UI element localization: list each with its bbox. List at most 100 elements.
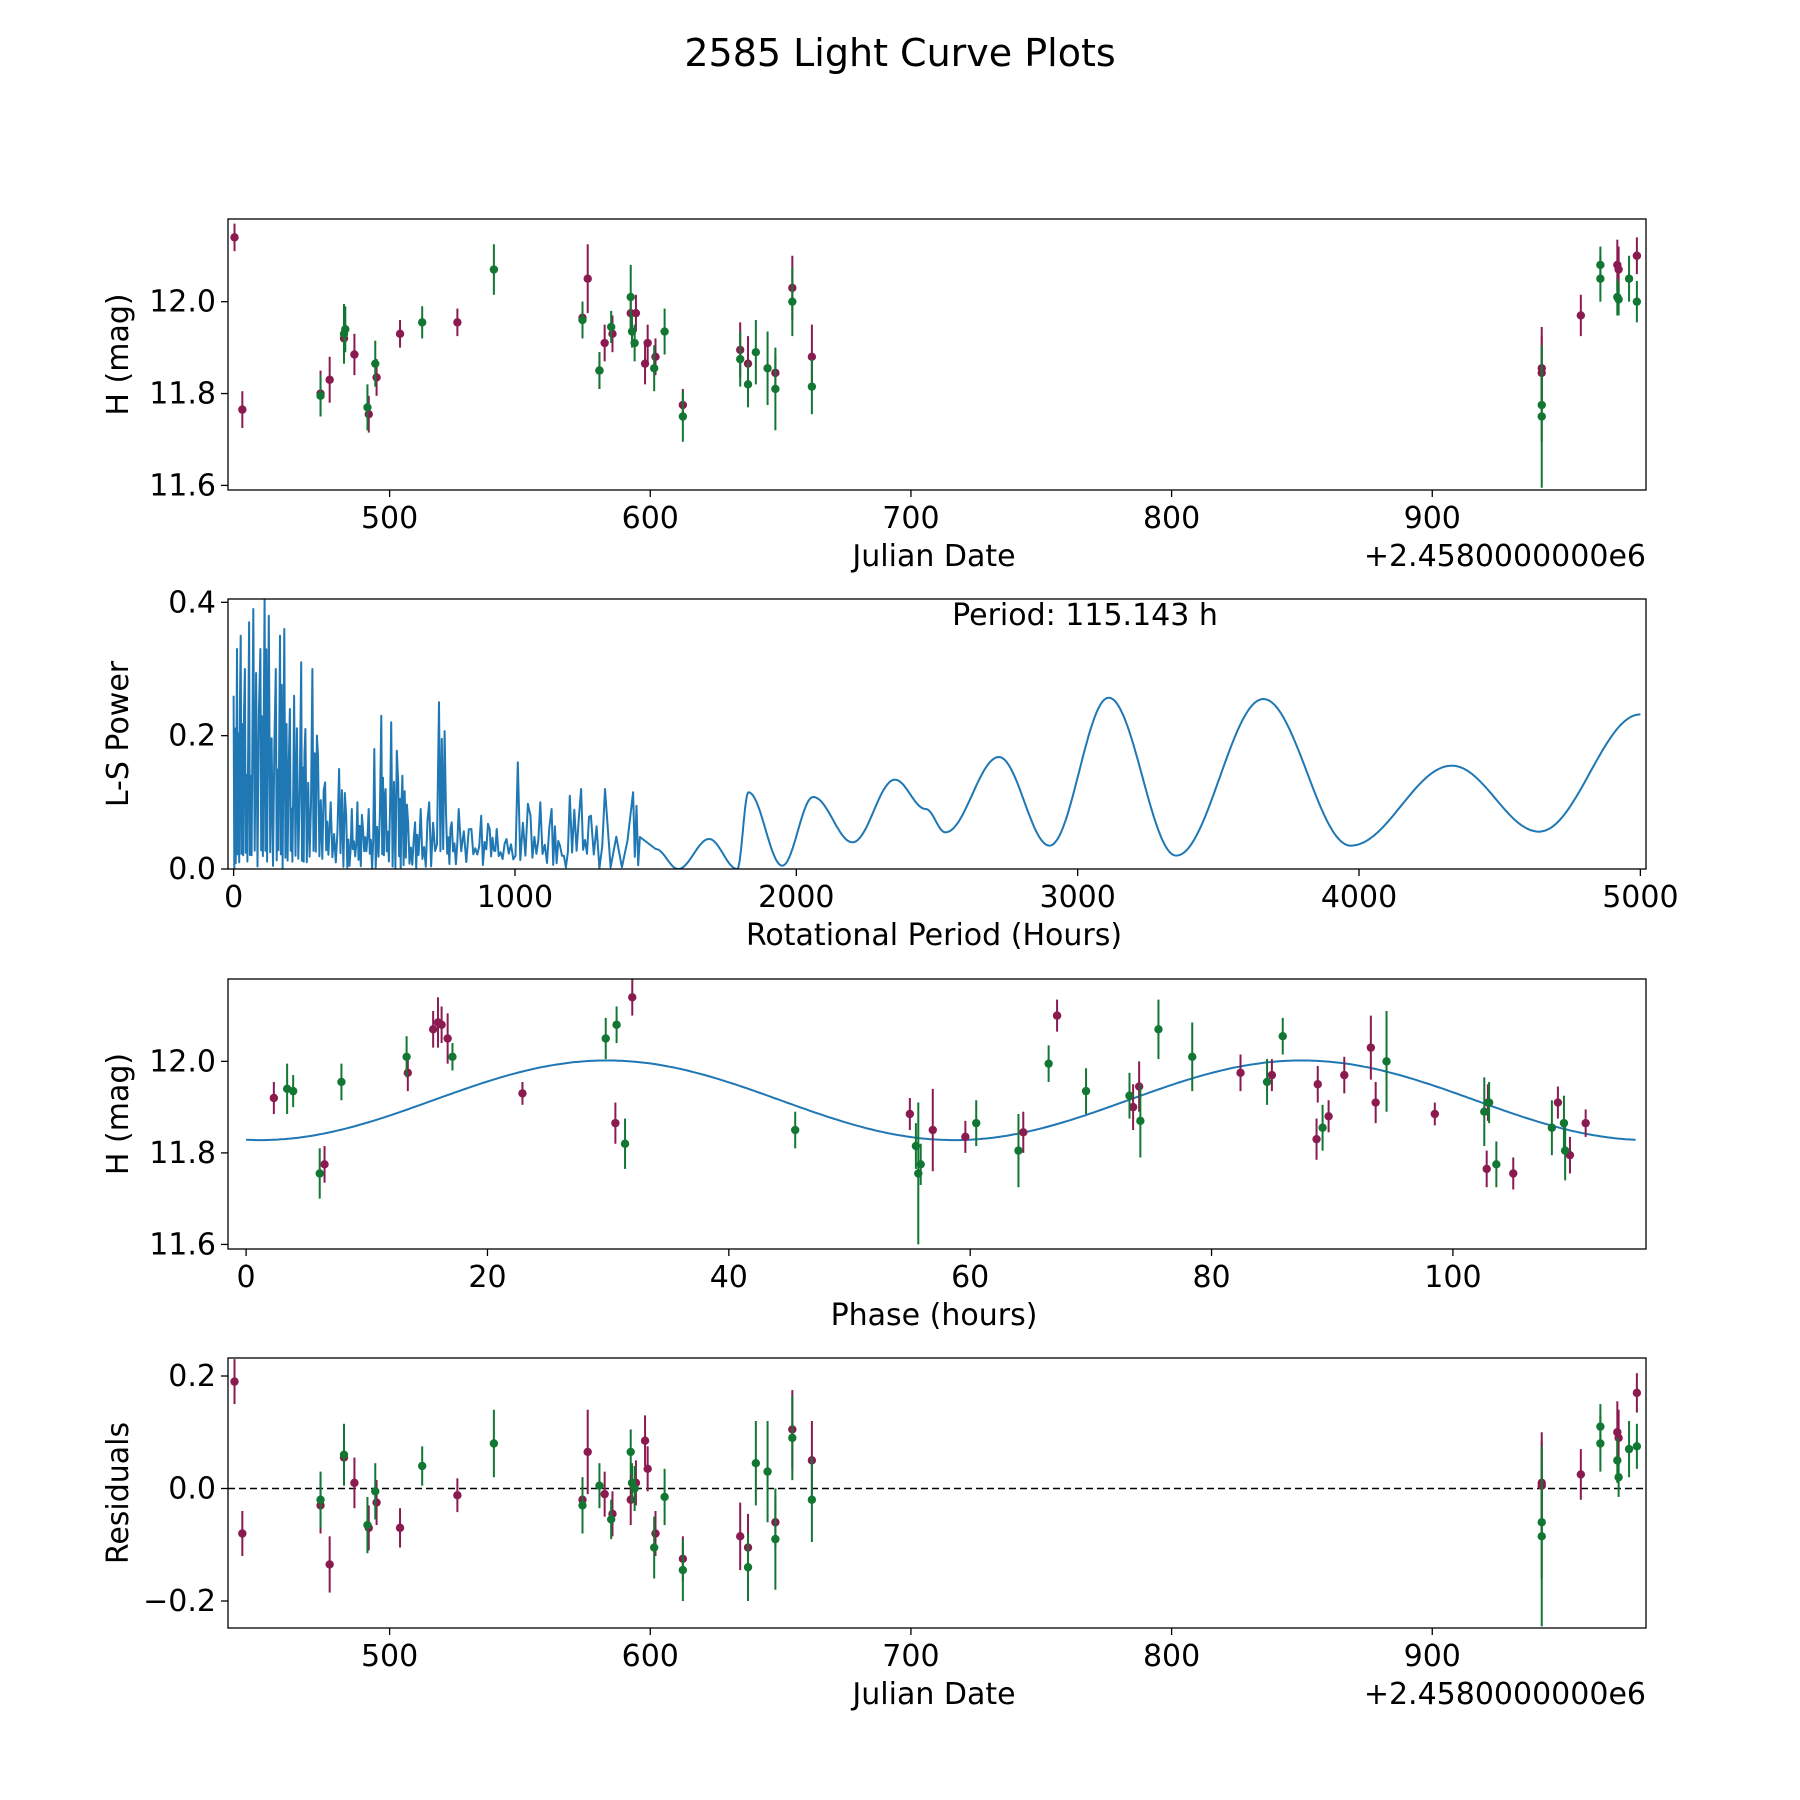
phased-data-point	[1324, 1112, 1333, 1121]
residuals-data-point	[606, 1515, 616, 1524]
periodogram-xtick-label: 4000	[1321, 880, 1397, 915]
residuals-data-point	[595, 1481, 604, 1490]
phased-data-point	[1318, 1123, 1327, 1132]
phased-plot-area	[246, 979, 1636, 1245]
phased-data-point	[437, 1020, 446, 1029]
residuals-data-point	[1614, 1433, 1623, 1443]
phased-data-point	[1128, 1102, 1138, 1112]
lightcurve-xtick-label: 600	[622, 501, 679, 536]
residuals-data-point	[230, 1377, 239, 1386]
residuals-data-point	[1632, 1388, 1642, 1398]
phased-data-point	[1480, 1107, 1489, 1116]
residuals-data-point	[395, 1523, 405, 1533]
lightcurve-data-point	[316, 391, 325, 401]
residuals-data-point	[1614, 1473, 1623, 1482]
phased-data-point	[320, 1160, 329, 1169]
residuals-data-point	[1537, 1532, 1546, 1541]
residuals-ytick-label: −0.2	[143, 1584, 216, 1619]
residuals-data-point	[1613, 1456, 1622, 1465]
phased-data-point	[1382, 1057, 1391, 1066]
phased-data-point	[1278, 1032, 1287, 1041]
phased-xtick-label: 60	[951, 1260, 989, 1295]
phased-data-point	[1553, 1098, 1563, 1107]
residuals-data-point	[316, 1495, 325, 1504]
phased-ytick-label: 12.0	[149, 1044, 216, 1079]
residuals-data-point	[600, 1489, 609, 1499]
lightcurve-ylabel: H (mag)	[101, 293, 136, 415]
lightcurve-series-a	[230, 223, 1642, 433]
periodogram-xtick-label: 1000	[477, 880, 553, 915]
lightcurve-data-point	[395, 329, 405, 339]
phased-fit-curve	[246, 1059, 1636, 1142]
figure-title: 2585 Light Curve Plots	[684, 31, 1115, 75]
phased-data-point	[443, 1034, 452, 1043]
periodogram-plot-area	[232, 599, 1641, 869]
lightcurve-data-point	[1614, 265, 1623, 274]
lightcurve-data-point	[417, 318, 427, 327]
phased-data-point	[1492, 1160, 1501, 1169]
residuals-data-point	[763, 1467, 772, 1476]
residuals-data-point	[453, 1491, 462, 1500]
lightcurve-data-point	[1537, 412, 1546, 421]
phased-data-point	[611, 1118, 620, 1128]
lightcurve-data-point	[660, 327, 669, 336]
phased-data-point	[1134, 1082, 1144, 1091]
residuals-data-point	[771, 1534, 780, 1544]
residuals-data-point	[1632, 1442, 1642, 1451]
lightcurve-axes-frame	[227, 218, 1647, 491]
residuals-data-point	[743, 1563, 753, 1572]
lightcurve-data-point	[1624, 274, 1634, 283]
residuals-data-point	[678, 1565, 688, 1575]
phased-data-point	[1371, 1098, 1380, 1107]
phased-data-point	[448, 1052, 457, 1061]
periodogram-axes-frame	[227, 598, 1647, 870]
residuals-data-point	[651, 1529, 660, 1538]
lightcurve-data-point	[595, 366, 604, 375]
phased-data-point	[288, 1086, 298, 1096]
phased-xtick-label: 0	[237, 1260, 256, 1295]
lightcurve-xtick-label: 800	[1143, 501, 1200, 536]
phased-xtick-label: 20	[468, 1260, 506, 1295]
lightcurve-plot-area	[230, 223, 1642, 488]
residuals-data-point	[626, 1447, 635, 1457]
phased-xlabel: Phase (hours)	[831, 1298, 1038, 1333]
residuals-data-point	[751, 1458, 761, 1468]
phased-data-point	[337, 1077, 346, 1087]
residuals-offset-label: +2.4580000000e6	[1364, 1677, 1646, 1712]
residuals-data-point	[640, 1436, 650, 1445]
lightcurve-data-point	[649, 364, 659, 373]
residuals-data-point	[630, 1484, 639, 1493]
lightcurve-ytick-label: 11.6	[149, 468, 216, 503]
phased-data-point	[1136, 1116, 1145, 1126]
residuals-xtick-label: 800	[1143, 1639, 1200, 1674]
lightcurve-data-point	[371, 359, 380, 368]
phased-series-b	[282, 999, 1570, 1245]
lightcurve-data-point	[678, 412, 688, 421]
residuals-ytick-label: 0.0	[168, 1472, 216, 1507]
residuals-axes-frame	[227, 1357, 1647, 1629]
phased-ytick-label: 11.8	[149, 1136, 216, 1171]
periodogram-xtick-label: 3000	[1039, 880, 1115, 915]
phased-ytick-label: 11.6	[149, 1227, 216, 1262]
residuals-data-point	[736, 1532, 745, 1541]
phased-data-point	[1313, 1080, 1322, 1089]
phased-data-point	[1014, 1146, 1023, 1155]
phased-data-point	[1052, 1011, 1062, 1020]
lightcurve-data-point	[325, 375, 334, 384]
residuals-data-point	[363, 1520, 372, 1530]
lightcurve-data-point	[341, 325, 350, 334]
phased-ylabel: H (mag)	[101, 1053, 136, 1175]
phased-data-point	[1262, 1077, 1272, 1087]
lightcurve-data-point	[1632, 251, 1642, 260]
residuals-data-point	[350, 1478, 359, 1488]
lightcurve-data-point	[763, 364, 772, 373]
phased-data-point	[1482, 1164, 1491, 1174]
residuals-data-point	[371, 1487, 380, 1496]
residuals-xlabel: Julian Date	[850, 1677, 1015, 1712]
phased-series-a	[269, 979, 1590, 1190]
phased-data-point	[1081, 1086, 1091, 1096]
lightcurve-data-point	[600, 338, 609, 348]
residuals-data-point	[807, 1495, 817, 1504]
phased-data-point	[1366, 1043, 1376, 1052]
